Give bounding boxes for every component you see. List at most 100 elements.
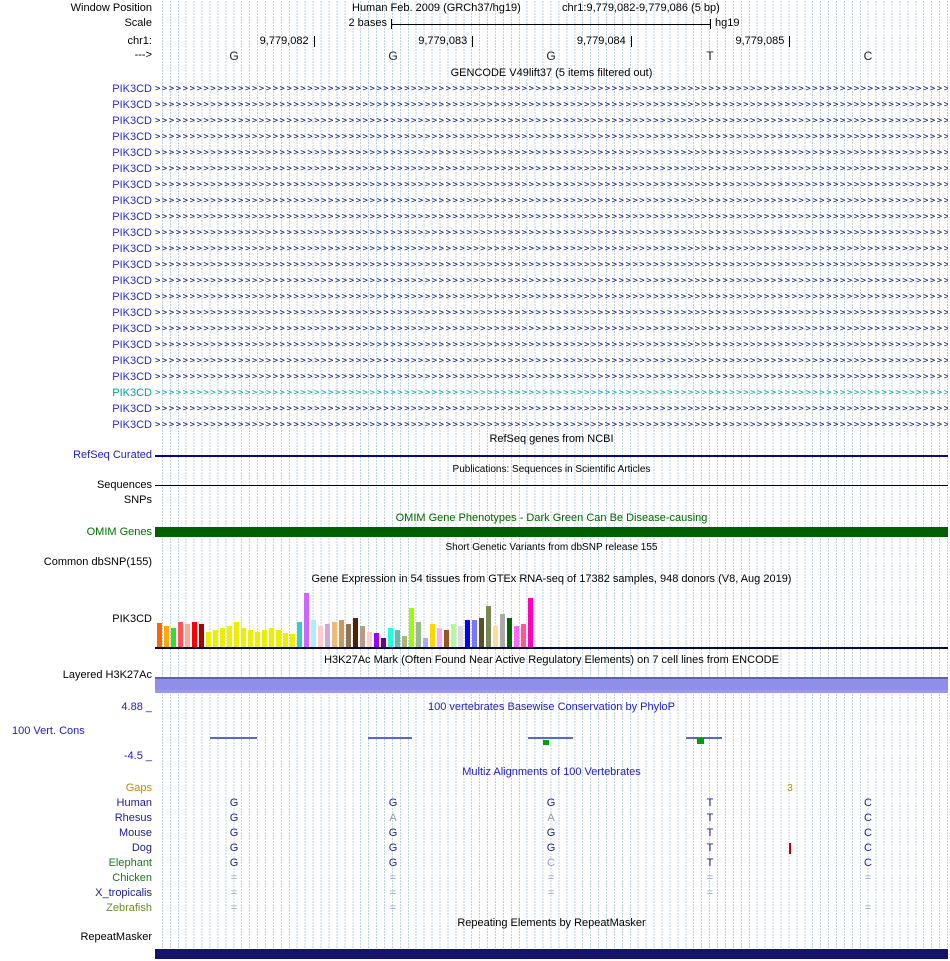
gtex-expression-bar[interactable] (409, 608, 414, 648)
gtex-expression-bar[interactable] (262, 630, 267, 648)
gencode-transcript-label[interactable]: PIK3CD (112, 403, 152, 415)
gencode-transcript-arrows[interactable]: >>>>>>>>>>>>>>>>>>>>>>>>>>>>>>>>>>>>>>>>… (155, 356, 948, 366)
vert-cons-track-label[interactable]: 100 Vert. Cons (12, 725, 85, 737)
gtex-expression-bar[interactable] (472, 620, 477, 648)
gtex-expression-bar[interactable] (465, 620, 470, 648)
snps-track-label[interactable]: SNPs (123, 494, 152, 506)
gencode-transcript-label[interactable]: PIK3CD (112, 259, 152, 271)
gtex-expression-bar[interactable] (437, 628, 442, 648)
gencode-transcript-label[interactable]: PIK3CD (112, 211, 152, 223)
sequences-track-item[interactable] (155, 485, 948, 486)
gtex-expression-bar[interactable] (402, 636, 407, 648)
multiz-species-label[interactable]: Chicken (112, 872, 152, 884)
multiz-species-label[interactable]: X_tropicalis (95, 887, 152, 899)
gencode-transcript-arrows[interactable]: >>>>>>>>>>>>>>>>>>>>>>>>>>>>>>>>>>>>>>>>… (155, 180, 948, 190)
refseq-curated-label[interactable]: RefSeq Curated (73, 449, 152, 461)
gencode-transcript-arrows[interactable]: >>>>>>>>>>>>>>>>>>>>>>>>>>>>>>>>>>>>>>>>… (155, 228, 948, 238)
gencode-transcript-label[interactable]: PIK3CD (112, 115, 152, 127)
gencode-transcript-arrows[interactable]: >>>>>>>>>>>>>>>>>>>>>>>>>>>>>>>>>>>>>>>>… (155, 404, 948, 414)
gencode-transcript-arrows[interactable]: >>>>>>>>>>>>>>>>>>>>>>>>>>>>>>>>>>>>>>>>… (155, 324, 948, 334)
multiz-species-label[interactable]: Dog (131, 842, 152, 854)
gtex-expression-bar[interactable] (185, 624, 190, 648)
gencode-transcript-label[interactable]: PIK3CD (112, 387, 152, 399)
gtex-expression-bar[interactable] (171, 628, 176, 648)
gencode-transcript-label[interactable]: PIK3CD (112, 179, 152, 191)
gencode-transcript-label[interactable]: PIK3CD (112, 307, 152, 319)
gencode-transcript-label[interactable]: PIK3CD (112, 323, 152, 335)
gencode-transcript-arrows[interactable]: >>>>>>>>>>>>>>>>>>>>>>>>>>>>>>>>>>>>>>>>… (155, 340, 948, 350)
gtex-expression-bar[interactable] (234, 622, 239, 648)
gtex-expression-bar[interactable] (395, 630, 400, 648)
multiz-species-label[interactable]: Rhesus (114, 812, 152, 824)
gencode-transcript-arrows[interactable]: >>>>>>>>>>>>>>>>>>>>>>>>>>>>>>>>>>>>>>>>… (155, 372, 948, 382)
gtex-expression-bar[interactable] (311, 620, 316, 648)
multiz-species-label[interactable]: Gaps (125, 782, 152, 794)
gtex-expression-bar[interactable] (248, 630, 253, 648)
gtex-expression-bar[interactable] (332, 622, 337, 648)
gtex-expression-bar[interactable] (325, 624, 330, 648)
gencode-transcript-label[interactable]: PIK3CD (112, 355, 152, 367)
gtex-gene-label[interactable]: PIK3CD (112, 613, 152, 625)
gtex-expression-bar[interactable] (192, 622, 197, 648)
gtex-expression-bar[interactable] (178, 622, 183, 648)
gencode-transcript-label[interactable]: PIK3CD (112, 83, 152, 95)
common-dbsnp-label[interactable]: Common dbSNP(155) (43, 556, 152, 568)
gencode-transcript-arrows[interactable]: >>>>>>>>>>>>>>>>>>>>>>>>>>>>>>>>>>>>>>>>… (155, 420, 948, 430)
gtex-expression-bar[interactable] (521, 624, 526, 648)
gtex-expression-bar[interactable] (367, 632, 372, 648)
gtex-expression-bar[interactable] (297, 622, 302, 648)
gencode-transcript-arrows[interactable]: >>>>>>>>>>>>>>>>>>>>>>>>>>>>>>>>>>>>>>>>… (155, 84, 948, 94)
multiz-species-label[interactable]: Zebrafish (106, 902, 152, 914)
gencode-transcript-arrows[interactable]: >>>>>>>>>>>>>>>>>>>>>>>>>>>>>>>>>>>>>>>>… (155, 244, 948, 254)
strand-direction-label[interactable]: ---> (134, 49, 152, 61)
gtex-expression-bar[interactable] (164, 626, 169, 648)
repeatmasker-label[interactable]: RepeatMasker (80, 931, 152, 943)
gencode-transcript-arrows[interactable]: >>>>>>>>>>>>>>>>>>>>>>>>>>>>>>>>>>>>>>>>… (155, 196, 948, 206)
repeatmasker-repeat-item[interactable] (155, 949, 948, 959)
omim-gene-item[interactable] (155, 527, 948, 537)
gencode-transcript-arrows[interactable]: >>>>>>>>>>>>>>>>>>>>>>>>>>>>>>>>>>>>>>>>… (155, 164, 948, 174)
gtex-expression-bar[interactable] (423, 638, 428, 648)
gencode-transcript-label[interactable]: PIK3CD (112, 227, 152, 239)
sequences-track-label[interactable]: Sequences (96, 479, 152, 491)
multiz-species-label[interactable]: Mouse (118, 827, 152, 839)
multiz-species-label[interactable]: Elephant (108, 857, 152, 869)
gencode-transcript-arrows[interactable]: >>>>>>>>>>>>>>>>>>>>>>>>>>>>>>>>>>>>>>>>… (155, 100, 948, 110)
gencode-transcript-label[interactable]: PIK3CD (112, 131, 152, 143)
gencode-transcript-label[interactable]: PIK3CD (112, 195, 152, 207)
multiz-species-label[interactable]: Human (116, 797, 152, 809)
gencode-transcript-arrows[interactable]: >>>>>>>>>>>>>>>>>>>>>>>>>>>>>>>>>>>>>>>>… (155, 148, 948, 158)
gtex-expression-bar[interactable] (269, 628, 274, 648)
gtex-expression-bar[interactable] (388, 628, 393, 648)
gtex-expression-bar[interactable] (199, 624, 204, 648)
gencode-transcript-label[interactable]: PIK3CD (112, 339, 152, 351)
gtex-expression-bar[interactable] (220, 628, 225, 648)
gtex-expression-bar[interactable] (507, 618, 512, 648)
gtex-expression-bar[interactable] (486, 606, 491, 648)
gencode-transcript-arrows[interactable]: >>>>>>>>>>>>>>>>>>>>>>>>>>>>>>>>>>>>>>>>… (155, 132, 948, 142)
gtex-expression-bar[interactable] (444, 630, 449, 648)
h3k27ac-signal-area[interactable] (155, 677, 948, 693)
gtex-expression-bar[interactable] (458, 626, 463, 648)
gtex-expression-bar[interactable] (213, 630, 218, 648)
gencode-transcript-arrows[interactable]: >>>>>>>>>>>>>>>>>>>>>>>>>>>>>>>>>>>>>>>>… (155, 116, 948, 126)
gtex-expression-bar[interactable] (290, 634, 295, 648)
gencode-transcript-label[interactable]: PIK3CD (112, 147, 152, 159)
gtex-expression-bar[interactable] (339, 620, 344, 648)
gtex-expression-bar[interactable] (381, 638, 386, 648)
gtex-expression-bar[interactable] (451, 624, 456, 648)
gtex-expression-bar[interactable] (255, 632, 260, 648)
gtex-expression-bar[interactable] (528, 598, 533, 648)
gencode-transcript-arrows[interactable]: >>>>>>>>>>>>>>>>>>>>>>>>>>>>>>>>>>>>>>>>… (155, 276, 948, 286)
refseq-gene-item[interactable] (155, 455, 948, 457)
gtex-expression-bar[interactable] (283, 633, 288, 648)
gencode-transcript-label[interactable]: PIK3CD (112, 419, 152, 431)
gtex-expression-bar[interactable] (514, 626, 519, 648)
gtex-expression-bar[interactable] (276, 630, 281, 648)
gtex-expression-bar[interactable] (353, 618, 358, 648)
layered-h3k27ac-label[interactable]: Layered H3K27Ac (62, 669, 152, 681)
gtex-expression-bar[interactable] (493, 626, 498, 648)
gtex-expression-bar[interactable] (374, 633, 379, 648)
gtex-expression-bar[interactable] (479, 618, 484, 648)
gtex-expression-bar[interactable] (241, 628, 246, 648)
